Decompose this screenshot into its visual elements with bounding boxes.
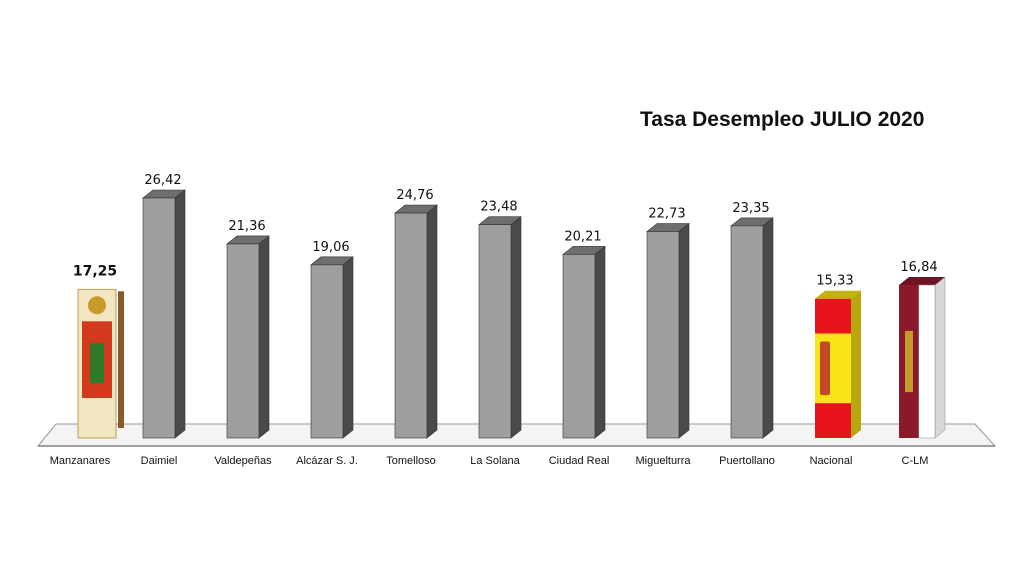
value-labels: 17,25 26,42 21,36 19,06 24,76 23,48 20,21 22,73… bbox=[73, 173, 938, 289]
category-labels: Manzanares Daimiel Valdepeñas Alcázar S. J.… bbox=[50, 455, 929, 467]
value-label: 24,76 bbox=[396, 188, 433, 203]
crest-ribbon bbox=[118, 291, 124, 428]
bar-alca-zar-s-j bbox=[310, 256, 354, 439]
bar-daimiel bbox=[142, 189, 186, 439]
bar-side bbox=[762, 217, 774, 439]
category-label: Miguelturra bbox=[635, 455, 691, 467]
bar-ciudad-real bbox=[562, 245, 606, 439]
category-label: Nacional bbox=[810, 455, 853, 467]
value-label: 17,25 bbox=[73, 263, 117, 279]
bar-top bbox=[815, 290, 861, 299]
bar-front bbox=[226, 243, 260, 439]
value-label: 16,84 bbox=[900, 260, 937, 275]
value-label: 23,48 bbox=[480, 200, 517, 215]
category-label: Valdepeñas bbox=[214, 455, 272, 467]
bar-valdepen-as bbox=[226, 235, 270, 439]
flag-stripe-red bbox=[815, 298, 851, 334]
bar-side bbox=[510, 216, 522, 439]
bar-front bbox=[394, 212, 428, 439]
bar-side bbox=[342, 256, 354, 439]
bar-la-solana bbox=[478, 216, 522, 439]
coat-of-arms-icon bbox=[820, 341, 830, 396]
bar-front bbox=[310, 264, 344, 439]
bar-puertollano bbox=[730, 217, 774, 439]
bar-side bbox=[934, 276, 946, 439]
category-label: C-LM bbox=[902, 455, 929, 467]
value-label: 23,35 bbox=[732, 201, 769, 216]
value-label: 26,42 bbox=[144, 173, 181, 188]
bar-side bbox=[678, 222, 690, 439]
value-label: 22,73 bbox=[648, 207, 685, 222]
value-label: 15,33 bbox=[816, 274, 853, 289]
bar-tomelloso bbox=[394, 204, 438, 439]
bar-front bbox=[142, 197, 176, 439]
bar-side bbox=[174, 189, 186, 439]
category-label: Puertollano bbox=[719, 455, 775, 467]
bar-nacional bbox=[815, 290, 861, 438]
castle-icon bbox=[905, 330, 913, 393]
bar-front bbox=[730, 225, 764, 439]
value-label: 20,21 bbox=[564, 229, 601, 244]
bar-side bbox=[594, 245, 606, 439]
bar-c-lm bbox=[899, 276, 946, 439]
chart-title: Tasa Desempleo JULIO 2020 bbox=[640, 108, 925, 131]
crown-icon bbox=[88, 296, 106, 315]
bar-miguelturra bbox=[646, 222, 690, 439]
category-label: Manzanares bbox=[50, 455, 111, 467]
category-label: Ciudad Real bbox=[549, 455, 610, 467]
category-label: Daimiel bbox=[141, 455, 178, 467]
bars bbox=[77, 189, 946, 439]
flag-white-half bbox=[918, 284, 936, 439]
bar-side bbox=[851, 290, 861, 438]
bar-manzanares bbox=[77, 288, 124, 439]
category-label: Alcázar S. J. bbox=[296, 455, 358, 467]
bar-side bbox=[426, 204, 438, 439]
bar-front bbox=[562, 254, 596, 439]
flag-stripe-red bbox=[815, 403, 851, 438]
category-label: Tomelloso bbox=[386, 455, 436, 467]
bar-front bbox=[478, 224, 512, 439]
crest-emblem-icon bbox=[90, 343, 104, 384]
value-label: 19,06 bbox=[312, 240, 349, 255]
value-label: 21,36 bbox=[228, 219, 265, 234]
bar-front bbox=[646, 231, 680, 439]
bar-top bbox=[899, 277, 945, 286]
bar-side bbox=[258, 235, 270, 439]
category-label: La Solana bbox=[470, 455, 520, 467]
